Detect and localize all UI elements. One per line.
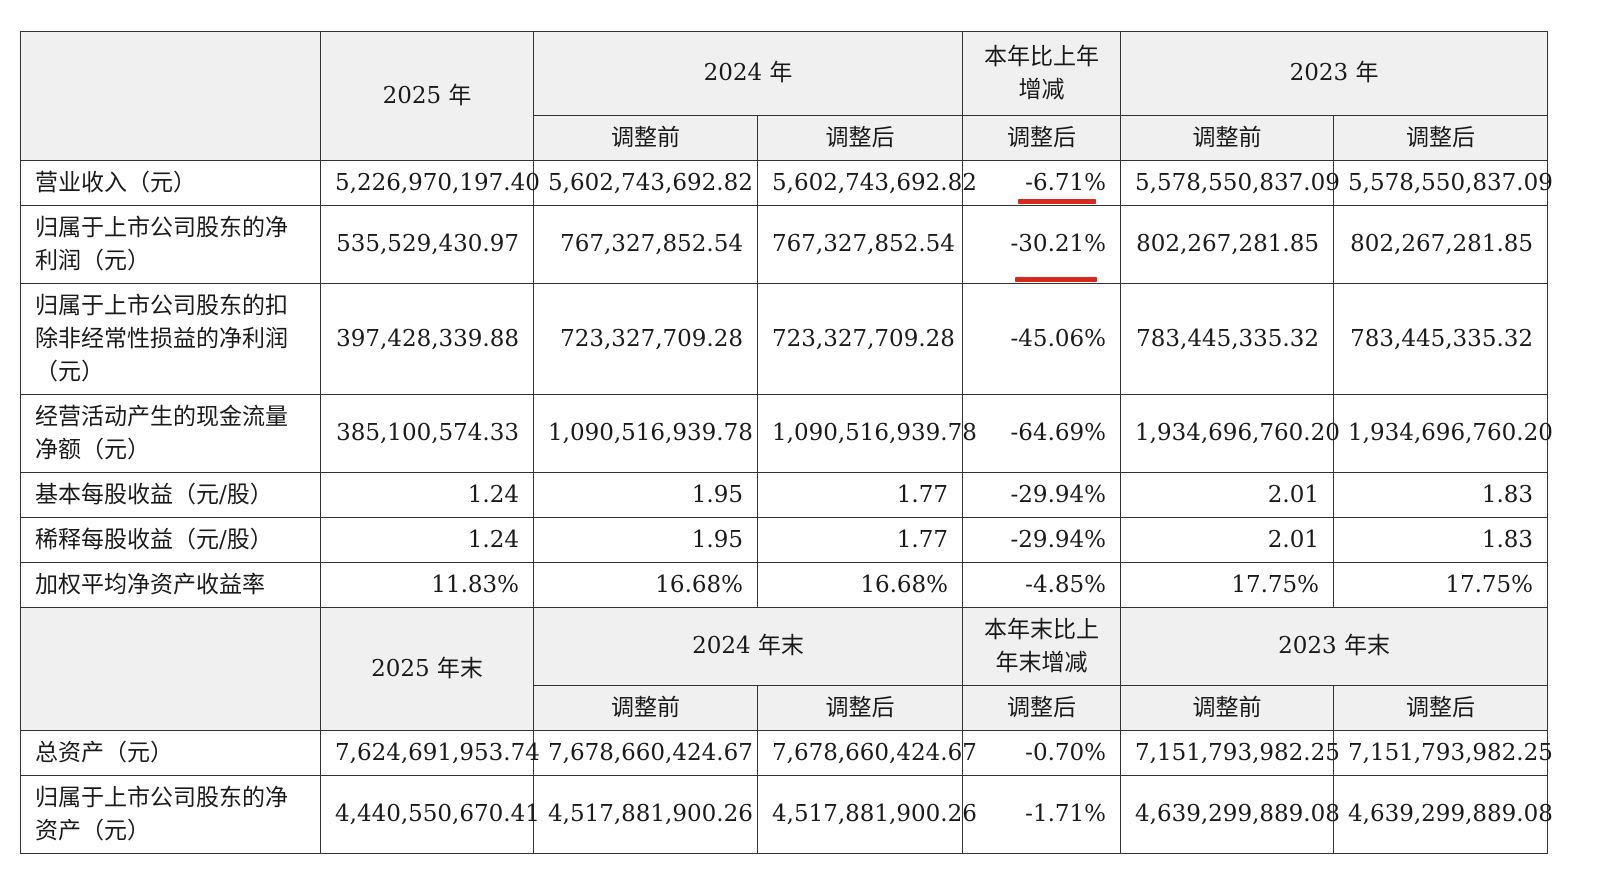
cell-2024-after: 16.68% [756, 562, 964, 608]
header-year-end-2023: 2023 年末 [1120, 607, 1549, 686]
cell-change: -6.71% [962, 160, 1122, 206]
table-row: 总资产（元） 7,624,691,953.74 7,678,660,424.67… [20, 730, 1553, 776]
cell-2023-before: 1,934,696,760.20 [1120, 394, 1340, 473]
header-change-after: 调整后 [962, 685, 1122, 731]
cell-2025: 5,226,970,197.40 [320, 160, 540, 206]
row-label: 稀释每股收益（元/股） [20, 517, 321, 563]
cell-2023-before: 5,578,550,837.09 [1120, 160, 1340, 206]
cell-2023-before: 802,267,281.85 [1120, 205, 1335, 284]
cell-2023-before: 2.01 [1120, 472, 1335, 518]
cell-2024-after: 4,517,881,900.26 [756, 775, 977, 854]
cell-2025: 4,440,550,670.41 [320, 775, 540, 854]
row-label: 基本每股收益（元/股） [20, 472, 321, 518]
cell-2023-after: 7,151,793,982.25 [1333, 730, 1553, 776]
cell-2023-before: 4,639,299,889.08 [1120, 775, 1340, 854]
cell-change: -29.94% [962, 472, 1122, 518]
cell-2024-after: 1.77 [756, 517, 964, 563]
header-year-2024: 2024 年 [532, 31, 964, 116]
header-2024-before: 调整前 [533, 685, 758, 731]
header-2023-before: 调整前 [1120, 115, 1335, 161]
header-row-3: 2025 年末 2024 年末 本年末比上年末增减 2023 年末 [20, 607, 1549, 731]
row-label: 归属于上市公司股东的净资产（元） [20, 775, 321, 854]
cell-2024-before: 767,327,852.54 [533, 205, 758, 284]
cell-change: -64.69% [962, 394, 1122, 473]
row-label: 加权平均净资产收益率 [20, 562, 321, 608]
header-2023-after: 调整后 [1333, 115, 1549, 161]
cell-change: -45.06% [962, 283, 1122, 395]
header-year-end-2024: 2024 年末 [532, 607, 964, 686]
cell-2024-before: 4,517,881,900.26 [533, 775, 758, 854]
cell-2025: 535,529,430.97 [320, 205, 534, 284]
row-label: 归属于上市公司股东的扣除非经常性损益的净利润（元） [20, 283, 321, 395]
cell-2024-before: 723,327,709.28 [533, 283, 758, 395]
row-label: 总资产（元） [20, 730, 321, 776]
header-year-end-change: 本年末比上年末增减 [962, 607, 1122, 686]
cell-2024-after: 5,602,743,692.82 [756, 160, 977, 206]
header-year-2025: 2025 年 [320, 31, 534, 161]
cell-change: -30.21% [962, 205, 1122, 284]
financial-summary-table: 2025 年 2024 年 本年比上年增减 2023 年 调整前 调整后 调整后… [20, 31, 1553, 854]
header-2023-before: 调整前 [1120, 685, 1335, 731]
cell-2023-after: 5,578,550,837.09 [1333, 160, 1553, 206]
header-2024-after: 调整后 [756, 115, 964, 161]
red-underline-profit-change [1015, 277, 1097, 282]
header-year-2023: 2023 年 [1120, 31, 1549, 116]
cell-2024-after: 723,327,709.28 [756, 283, 964, 395]
header-change: 本年比上年增减 [962, 31, 1122, 116]
cell-2024-after: 767,327,852.54 [756, 205, 964, 284]
cell-2024-before: 1,090,516,939.78 [533, 394, 758, 473]
cell-2024-before: 1.95 [533, 517, 758, 563]
header-2024-after: 调整后 [756, 685, 964, 731]
header-change-after: 调整后 [962, 115, 1122, 161]
cell-2023-after: 1.83 [1333, 472, 1549, 518]
table-row: 归属于上市公司股东的净利润（元） 535,529,430.97 767,327,… [20, 205, 1549, 284]
row-label: 归属于上市公司股东的净利润（元） [20, 205, 321, 284]
cell-2025: 385,100,574.33 [320, 394, 534, 473]
cell-2023-before: 783,445,335.32 [1120, 283, 1335, 395]
header-row-2: 调整前 调整后 调整后 调整前 调整后 [21, 115, 1549, 161]
cell-2025: 1.24 [320, 517, 534, 563]
cell-2024-before: 7,678,660,424.67 [533, 730, 758, 776]
red-underline-revenue-change [1018, 199, 1096, 204]
header-blank-cell [20, 607, 321, 731]
table-row: 稀释每股收益（元/股） 1.24 1.95 1.77 -29.94% 2.01 … [20, 517, 1549, 563]
cell-2023-after: 783,445,335.32 [1333, 283, 1549, 395]
cell-change: -29.94% [962, 517, 1122, 563]
header-blank-cell [20, 31, 321, 161]
cell-2023-after: 17.75% [1333, 562, 1549, 608]
cell-2024-before: 1.95 [533, 472, 758, 518]
cell-2023-after: 1.83 [1333, 517, 1549, 563]
cell-2024-before: 16.68% [533, 562, 758, 608]
cell-2023-before: 17.75% [1120, 562, 1335, 608]
cell-2024-after: 1.77 [756, 472, 964, 518]
cell-2023-after: 1,934,696,760.20 [1333, 394, 1553, 473]
cell-2024-after: 7,678,660,424.67 [756, 730, 977, 776]
cell-2025: 11.83% [320, 562, 534, 608]
table-row: 归属于上市公司股东的净资产（元） 4,440,550,670.41 4,517,… [20, 775, 1553, 854]
table-row: 加权平均净资产收益率 11.83% 16.68% 16.68% -4.85% 1… [20, 562, 1549, 608]
cell-2025: 397,428,339.88 [320, 283, 534, 395]
cell-change: -4.85% [962, 562, 1122, 608]
cell-2025: 7,624,691,953.74 [320, 730, 540, 776]
row-label: 经营活动产生的现金流量净额（元） [20, 394, 321, 473]
cell-2024-before: 5,602,743,692.82 [533, 160, 758, 206]
header-year-end-2025: 2025 年末 [320, 607, 534, 731]
table-row: 营业收入（元） 5,226,970,197.40 5,602,743,692.8… [20, 160, 1553, 206]
cell-change: -1.71% [962, 775, 1122, 854]
cell-2023-before: 2.01 [1120, 517, 1335, 563]
table-row: 基本每股收益（元/股） 1.24 1.95 1.77 -29.94% 2.01 … [20, 472, 1549, 518]
cell-2023-before: 7,151,793,982.25 [1120, 730, 1340, 776]
cell-2023-after: 802,267,281.85 [1333, 205, 1549, 284]
header-2024-before: 调整前 [533, 115, 758, 161]
header-row-1: 2025 年 2024 年 本年比上年增减 2023 年 [20, 31, 1549, 161]
row-label: 营业收入（元） [20, 160, 321, 206]
table-row: 经营活动产生的现金流量净额（元） 385,100,574.33 1,090,51… [20, 394, 1553, 473]
cell-2024-after: 1,090,516,939.78 [756, 394, 977, 473]
cell-2025: 1.24 [320, 472, 534, 518]
table-row: 归属于上市公司股东的扣除非经常性损益的净利润（元） 397,428,339.88… [20, 283, 1549, 395]
header-2023-after: 调整后 [1333, 685, 1549, 731]
cell-change: -0.70% [962, 730, 1122, 776]
cell-2023-after: 4,639,299,889.08 [1333, 775, 1553, 854]
